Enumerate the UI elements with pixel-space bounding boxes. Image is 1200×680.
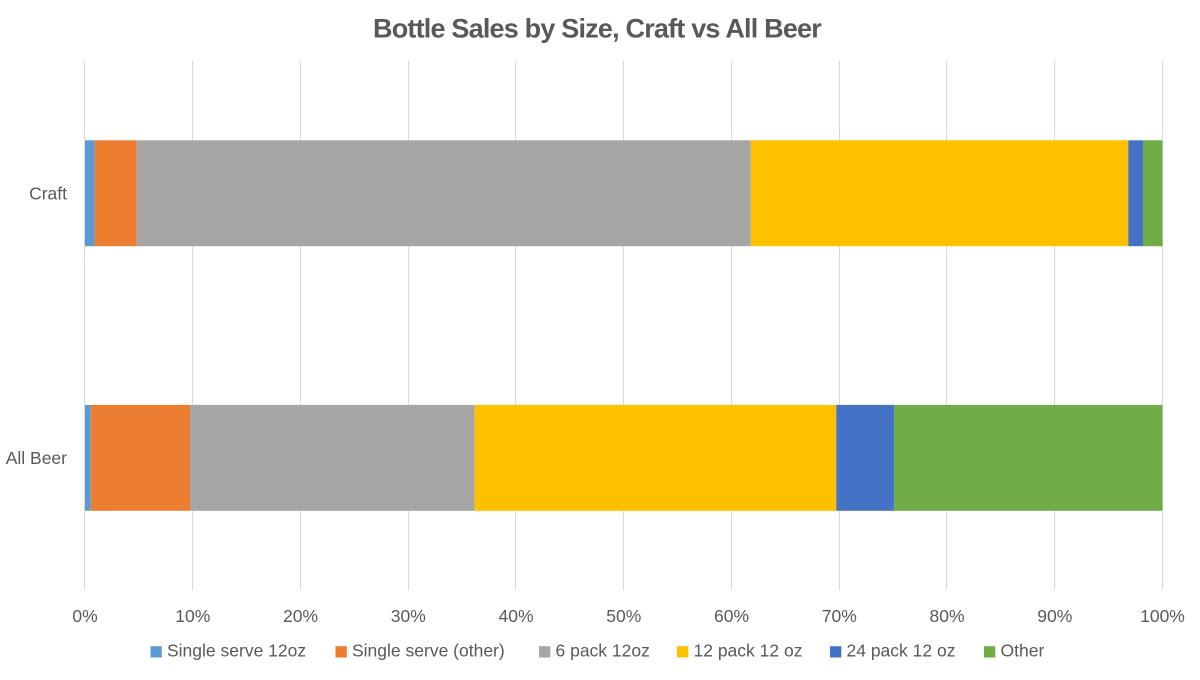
svg-text:0%: 0%	[72, 606, 97, 626]
svg-text:20%: 20%	[283, 606, 318, 626]
svg-text:Other: Other	[1001, 641, 1045, 661]
svg-text:90%: 90%	[1037, 606, 1072, 626]
svg-text:Single serve 12oz: Single serve 12oz	[167, 641, 306, 661]
svg-text:Bottle Sales by Size, Craft vs: Bottle Sales by Size, Craft vs All Beer	[373, 14, 822, 44]
svg-text:Single serve (other): Single serve (other)	[352, 641, 505, 661]
svg-text:30%: 30%	[391, 606, 426, 626]
svg-text:10%: 10%	[175, 606, 210, 626]
svg-text:40%: 40%	[498, 606, 533, 626]
svg-text:80%: 80%	[929, 606, 964, 626]
svg-text:Craft: Craft	[29, 184, 67, 204]
svg-text:6 pack 12oz: 6 pack 12oz	[556, 641, 650, 661]
svg-text:24 pack 12 oz: 24 pack 12 oz	[847, 641, 956, 661]
svg-text:50%: 50%	[606, 606, 641, 626]
svg-text:12 pack 12 oz: 12 pack 12 oz	[694, 641, 803, 661]
svg-text:All Beer: All Beer	[6, 448, 67, 468]
svg-text:60%: 60%	[714, 606, 749, 626]
svg-text:100%: 100%	[1140, 606, 1185, 626]
svg-text:70%: 70%	[822, 606, 857, 626]
